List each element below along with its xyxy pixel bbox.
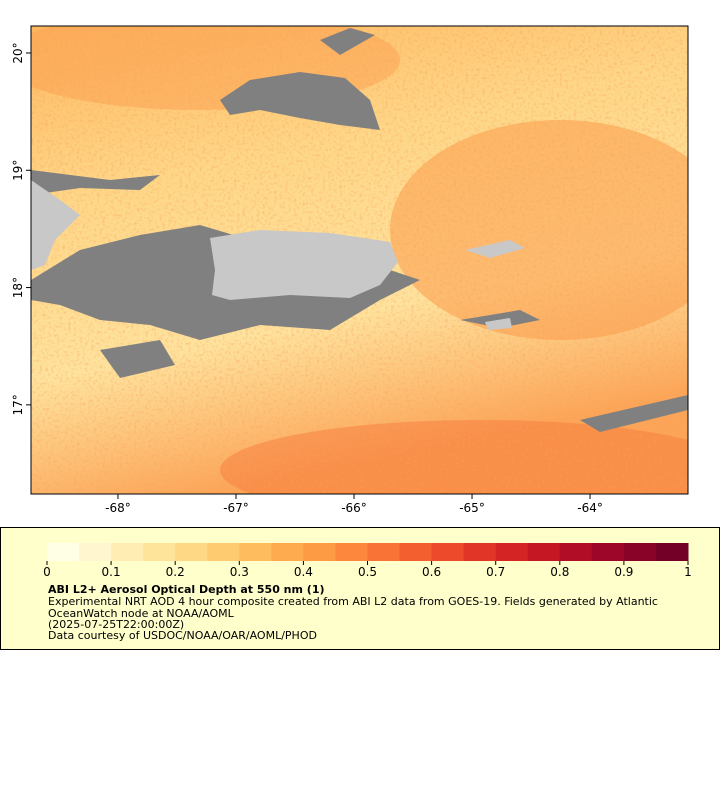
colorbar-tick-label: 1 [684, 565, 692, 579]
colorbar-swatch [207, 543, 240, 561]
map-frame [30, 25, 689, 495]
legend-line: OceanWatch node at NOAA/AOML [48, 607, 235, 620]
colorbar-swatch [559, 543, 593, 561]
colorbar-tick-label: 0 [43, 565, 51, 579]
y-tick-label: 17° [11, 394, 25, 415]
colorbar-tick-label: 0.9 [614, 565, 633, 579]
colorbar-swatch [463, 543, 497, 561]
colorbar-swatch [239, 543, 272, 561]
colorbar-tick-label: 0.7 [486, 565, 505, 579]
legend-line: Data courtesy of USDOC/NOAA/OAR/AOML/PHO… [48, 629, 317, 642]
colorbar-tick-label: 0.8 [550, 565, 569, 579]
colorbar-tick-label: 0.6 [422, 565, 441, 579]
colorbar-tick-label: 0.1 [102, 565, 121, 579]
x-tick-label: -65° [459, 501, 485, 515]
colorbar-swatch [335, 543, 368, 561]
colorbar-swatch [527, 543, 561, 561]
colorbar-swatch [399, 543, 433, 561]
x-tick-label: -64° [577, 501, 603, 515]
y-tick-label: 18° [11, 277, 25, 298]
colorbar-tick-label: 0.3 [230, 565, 249, 579]
colorbar-swatch [431, 543, 465, 561]
y-tick-label: 19° [11, 160, 25, 181]
map-raster [31, 26, 688, 494]
colorbar-swatch [79, 543, 112, 561]
colorbar-swatch [591, 543, 625, 561]
colorbar-swatch [303, 543, 336, 561]
colorbar-tick-label: 0.4 [294, 565, 313, 579]
x-tick-label: -67° [223, 501, 249, 515]
legend-line: (2025-07-25T22:00:00Z) [48, 618, 184, 631]
x-tick-label: -66° [341, 501, 367, 515]
colorbar-swatch [495, 543, 529, 561]
legend-line: Experimental NRT AOD 4 hour composite cr… [48, 595, 658, 608]
colorbar-swatch [367, 543, 401, 561]
colorbar-swatch [47, 543, 80, 561]
x-tick-label: -68° [105, 501, 131, 515]
colorbar-swatch [175, 543, 208, 561]
colorbar-swatch [271, 543, 304, 561]
colorbar-tick-label: 0.2 [166, 565, 185, 579]
colorbar-swatch [623, 543, 657, 561]
colorbar-tick-label: 0.5 [358, 565, 377, 579]
legend-title: ABI L2+ Aerosol Optical Depth at 550 nm … [48, 583, 325, 596]
colorbar-swatch [111, 543, 144, 561]
colorbar-swatch [655, 543, 689, 561]
colorbar-swatch [143, 543, 176, 561]
y-tick-label: 20° [11, 42, 25, 63]
